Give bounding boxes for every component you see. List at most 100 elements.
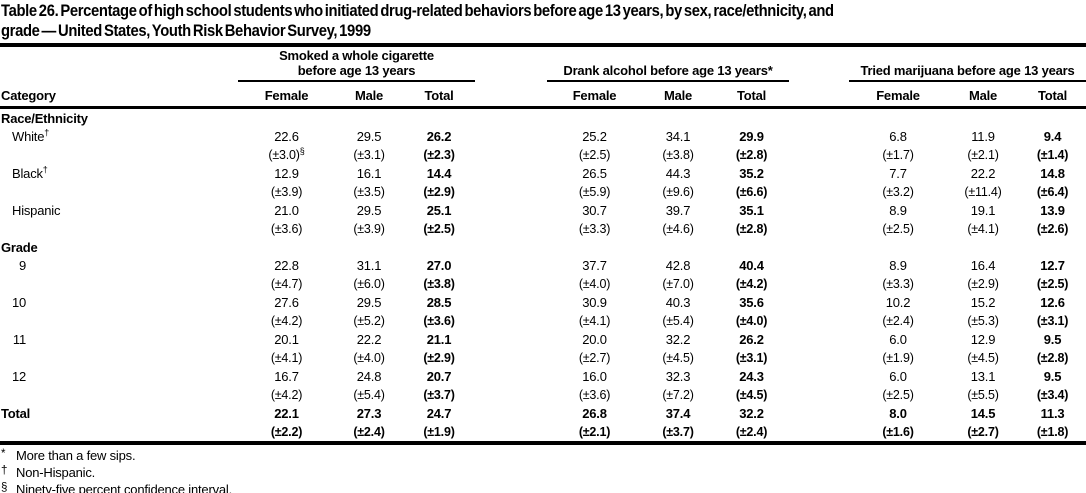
empty-label-cell: [0, 349, 238, 367]
value-cell: 12.9: [274, 166, 299, 181]
ci-cell: (±3.2): [882, 185, 914, 199]
section-header: Grade: [1, 239, 38, 255]
ci-cell: (±4.2): [270, 388, 303, 402]
value-cell: 15.2: [970, 295, 996, 310]
category-header: Category: [1, 88, 56, 103]
value-cell: 9.5: [1043, 332, 1062, 347]
table-body: Race/Ethnicity White† 22.6 29.5 26.2 25.2 34.1…: [0, 108, 1086, 442]
ci-cell: (±2.9): [967, 277, 999, 291]
ci-cell: (±2.6): [1036, 222, 1069, 236]
empty-label-cell: [0, 183, 238, 201]
column-gap: [475, 127, 547, 146]
column-gap: [475, 293, 547, 312]
empty-label-cell: [0, 386, 238, 404]
value-cell: 14.4: [426, 166, 452, 181]
col-header-cigarette-total: Total: [424, 88, 454, 103]
empty-label-cell: [0, 275, 238, 293]
footnote-mark: §: [299, 145, 305, 156]
column-gap: [475, 386, 547, 404]
col-header-cigarette-male: Male: [354, 88, 384, 103]
column-gap: [475, 367, 547, 386]
value-cell: 40.4: [739, 258, 764, 273]
column-gap: [789, 312, 849, 330]
value-cell: 10.2: [885, 295, 911, 310]
ci-cell: (±5.4): [353, 388, 385, 402]
row-label: 9: [0, 256, 238, 275]
table-row: (±4.2) (±5.4) (±3.7) (±3.6) (±7.2) (±4.5) (±2.…: [0, 386, 1086, 404]
col-header-marijuana-male: Male: [968, 88, 998, 103]
value-cell: 32.2: [739, 406, 764, 421]
ci-cell: (±6.0): [353, 277, 385, 291]
value-cell: 14.8: [1040, 166, 1065, 181]
footer-rule: [0, 441, 1086, 445]
table-row: (±2.2) (±2.4) (±1.9) (±2.1) (±3.7) (±2.4) (±1.…: [0, 423, 1086, 441]
ci-cell: (±1.8): [1036, 425, 1069, 439]
value-cell: 28.5: [426, 295, 452, 310]
column-gap: [789, 256, 849, 275]
ci-cell: (±2.5): [1036, 277, 1069, 291]
ci-cell: (±5.2): [353, 314, 385, 328]
ci-cell: (±4.0): [353, 351, 385, 365]
ci-cell: (±3.3): [882, 277, 914, 291]
value-cell: 34.1: [665, 129, 691, 144]
ci-cell: (±2.4): [882, 314, 914, 328]
grade-number: 10: [12, 295, 27, 310]
column-gap: [789, 404, 849, 423]
column-gap: [789, 201, 849, 220]
column-gap: [475, 404, 547, 423]
value-cell: 26.5: [582, 166, 607, 181]
value-cell: 11.3: [1040, 406, 1065, 421]
column-gap: [475, 312, 547, 330]
ci-cell: (±3.7): [423, 388, 455, 402]
value-cell: 22.2: [356, 332, 382, 347]
column-gap: [475, 220, 547, 238]
footnote: † Non-Hispanic.: [1, 465, 1086, 482]
row-label: Black†: [12, 164, 48, 181]
column-gap: [789, 183, 849, 201]
value-cell: 30.9: [582, 295, 607, 310]
ci-cell: (±1.9): [882, 351, 914, 365]
value-cell: 14.5: [970, 406, 996, 421]
ci-cell: (±2.7): [578, 351, 611, 365]
footnote-marker: *: [1, 448, 6, 460]
cigarette-spanner-line2: before age 13 years: [297, 63, 416, 78]
ci-cell: (±2.5): [578, 148, 611, 162]
ci-cell: (±3.1): [353, 148, 385, 162]
alcohol-spanner: Drank alcohol before age 13 years*: [547, 48, 789, 82]
value-cell: 6.8: [889, 129, 907, 144]
value-cell: 25.2: [582, 129, 607, 144]
header-gap: [789, 81, 849, 108]
column-gap: [475, 275, 547, 293]
ci-cell: (±4.5): [662, 351, 694, 365]
empty-label-cell: [0, 423, 238, 441]
grade-number: 9: [18, 258, 26, 273]
ci-cell: (±5.5): [967, 388, 999, 402]
value-cell: 26.2: [426, 129, 452, 144]
value-cell: 24.3: [739, 369, 764, 384]
footnotes: * More than a few sips. † Non-Hispanic. § Nin…: [0, 445, 1086, 493]
table-row: (±3.9) (±3.5) (±2.9) (±5.9) (±9.6) (±6.6) (±3.…: [0, 183, 1086, 201]
column-gap: [475, 423, 547, 441]
marijuana-spanner: Tried marijuana before age 13 years: [849, 48, 1086, 82]
value-cell: 24.8: [356, 369, 382, 384]
value-cell: 37.4: [665, 406, 691, 421]
column-gap: [789, 220, 849, 238]
value-cell: 16.0: [582, 369, 607, 384]
row-label: 12: [0, 367, 238, 386]
ci-cell: (±2.5): [882, 388, 914, 402]
table-title: Table 26. Percentage of high school stud…: [0, 0, 1086, 41]
table-row: 10 27.6 29.5 28.5 30.9 40.3 35.6 10.2 15.2 12.6: [0, 293, 1086, 312]
value-cell: 29.9: [739, 129, 764, 144]
ci-cell: (±1.9): [423, 425, 455, 439]
col-header-alcohol-male: Male: [663, 88, 693, 103]
value-cell: 21.0: [274, 203, 299, 218]
value-cell: 44.3: [665, 166, 691, 181]
value-cell: 29.5: [356, 203, 382, 218]
ci-cell: (±2.9): [423, 185, 455, 199]
column-gap: [475, 330, 547, 349]
ci-cell: (±4.0): [578, 277, 611, 291]
ci-cell: (±4.7): [270, 277, 303, 291]
ci-cell: (±4.1): [578, 314, 611, 328]
ci-cell: (±3.6): [578, 388, 611, 402]
ci-cell: (±4.1): [270, 351, 303, 365]
